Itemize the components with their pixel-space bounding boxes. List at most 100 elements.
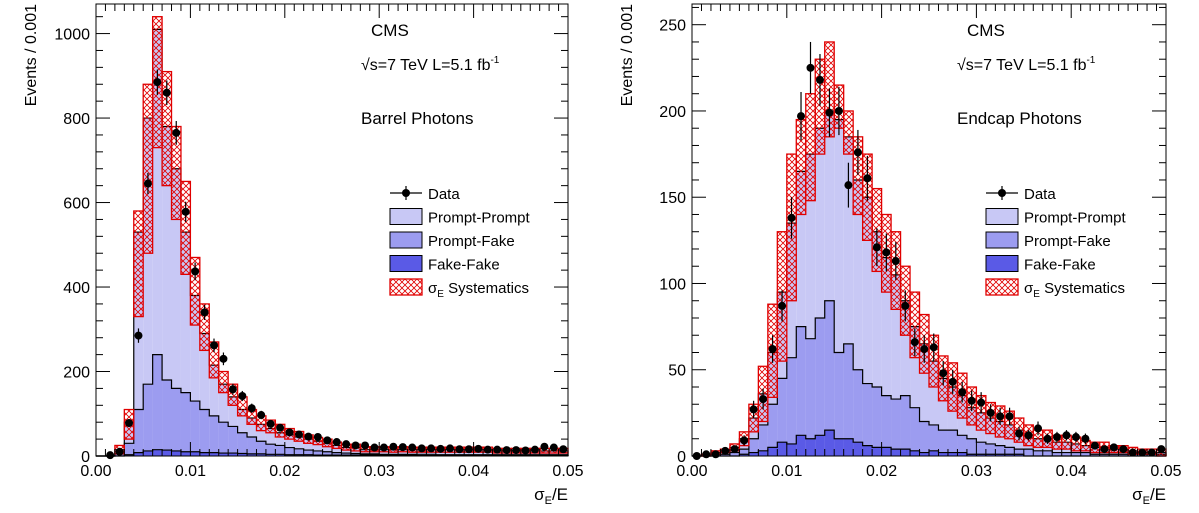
x-tick-label: 0.05: [1150, 463, 1181, 480]
data-point: [125, 419, 134, 428]
data-point: [1157, 445, 1166, 454]
data-point: [1052, 433, 1061, 442]
data-point: [351, 441, 360, 450]
data-point: [1062, 431, 1071, 440]
prompt-fake-bar: [891, 399, 901, 456]
data-point: [540, 442, 549, 451]
x-tick-label: 0.04: [1056, 463, 1087, 480]
fake-fake-bar: [218, 453, 229, 456]
data-point: [143, 179, 152, 188]
fake-fake-bar: [143, 450, 153, 456]
prompt-prompt-bar: [209, 365, 219, 456]
data-point: [1081, 434, 1090, 443]
y-tick-label: 200: [63, 365, 90, 382]
data-point: [370, 443, 379, 452]
prompt-prompt-bar: [910, 326, 920, 456]
prompt-fake-bar: [237, 432, 248, 456]
fake-fake-bar: [303, 454, 314, 456]
data-point: [778, 301, 787, 310]
fake-fake-bar: [910, 450, 920, 456]
data-point: [181, 207, 190, 216]
legend-label-data: Data: [1024, 186, 1056, 203]
fake-fake-bar: [748, 452, 759, 456]
fake-fake-bar: [152, 449, 163, 456]
prompt-fake-bar: [133, 409, 144, 456]
y-axis-label: Events / 0.001: [619, 4, 636, 106]
experiment-label: CMS: [371, 21, 409, 40]
prompt-prompt-bar: [843, 136, 854, 456]
prompt-fake-bar: [786, 357, 797, 456]
prompt-fake-bar: [1014, 449, 1024, 456]
x-tick-label: 0.05: [552, 463, 583, 480]
data-point: [455, 445, 464, 454]
x-tick-label: 0.01: [175, 463, 206, 480]
x-tick-label: 0.04: [458, 463, 489, 480]
data-point: [285, 428, 294, 437]
fake-fake-bar: [929, 450, 939, 456]
prompt-prompt-bar: [777, 292, 787, 456]
y-tick-label: 250: [659, 18, 686, 35]
prompt-fake-bar: [190, 401, 200, 456]
legend-label-fake-fake: Fake-Fake: [428, 257, 500, 274]
data-point: [1147, 448, 1156, 457]
prompt-fake-bar: [815, 317, 825, 456]
data-point: [882, 248, 891, 257]
prompt-fake-bar: [152, 354, 163, 456]
prompt-fake-bar: [739, 449, 749, 456]
prompt-prompt-bar: [398, 449, 408, 456]
data-point: [361, 441, 370, 450]
legend-swatch-prompt-prompt: [389, 208, 423, 225]
data-point: [398, 443, 407, 452]
prompt-prompt-bar: [805, 154, 816, 456]
prompt-fake-bar: [957, 435, 967, 456]
y-axis-label: Events / 0.001: [23, 4, 40, 106]
fake-fake-bar: [805, 438, 816, 456]
fake-fake-bar: [900, 449, 911, 456]
prompt-fake-bar: [900, 395, 911, 456]
prompt-fake-bar: [1071, 452, 1081, 456]
fake-fake-bar: [976, 454, 986, 456]
data-point: [134, 331, 143, 340]
y-axis-ticks: 0 200 400 600 800 1000: [54, 16, 568, 466]
fake-fake-bar: [171, 450, 181, 456]
data-point: [191, 267, 200, 276]
systematics-bin: [142, 83, 154, 254]
prompt-prompt-bar: [881, 257, 892, 456]
prompt-prompt-bar: [199, 333, 210, 456]
prompt-prompt-bar: [938, 378, 948, 456]
data-point: [106, 451, 115, 460]
prompt-fake-bar: [209, 415, 219, 456]
x-axis-label: σE/E: [1132, 485, 1166, 507]
energy-luminosity-label: √s=7 TeV L=5.1 fb-1: [361, 55, 500, 74]
prompt-fake-bar: [265, 444, 276, 456]
prompt-prompt-bar: [862, 197, 873, 456]
x-axis-ticks: 0.00 0.01 0.02 0.03 0.04 0.05: [676, 4, 1182, 480]
data-point: [530, 445, 539, 454]
prompt-prompt-bar: [1014, 430, 1024, 456]
prompt-fake-bar: [143, 384, 153, 456]
fake-fake-bar: [209, 452, 219, 456]
prompt-fake-bar: [1090, 454, 1100, 456]
data-point: [153, 78, 162, 87]
data-point: [247, 404, 256, 413]
prompt-fake-bar: [834, 352, 844, 456]
fake-fake-bar: [294, 454, 304, 456]
data-point: [266, 419, 275, 428]
data-point: [493, 445, 502, 454]
prompt-prompt-bar: [180, 232, 191, 456]
prompt-fake-bar: [1042, 450, 1053, 456]
prompt-prompt-bar: [218, 384, 229, 456]
fake-fake-bar: [237, 453, 248, 456]
data-point: [115, 447, 124, 456]
y-tick-label: 150: [659, 190, 686, 207]
prompt-prompt-bar: [891, 274, 901, 456]
data-point: [379, 443, 388, 452]
prompt-prompt-bar: [341, 447, 351, 456]
prompt-fake-bar: [985, 443, 996, 456]
data-point: [730, 445, 739, 454]
data-point: [853, 148, 862, 157]
prompt-fake-bar: [748, 438, 759, 456]
data-point: [1109, 443, 1118, 452]
legend-label-fake-fake: Fake-Fake: [1024, 257, 1096, 274]
